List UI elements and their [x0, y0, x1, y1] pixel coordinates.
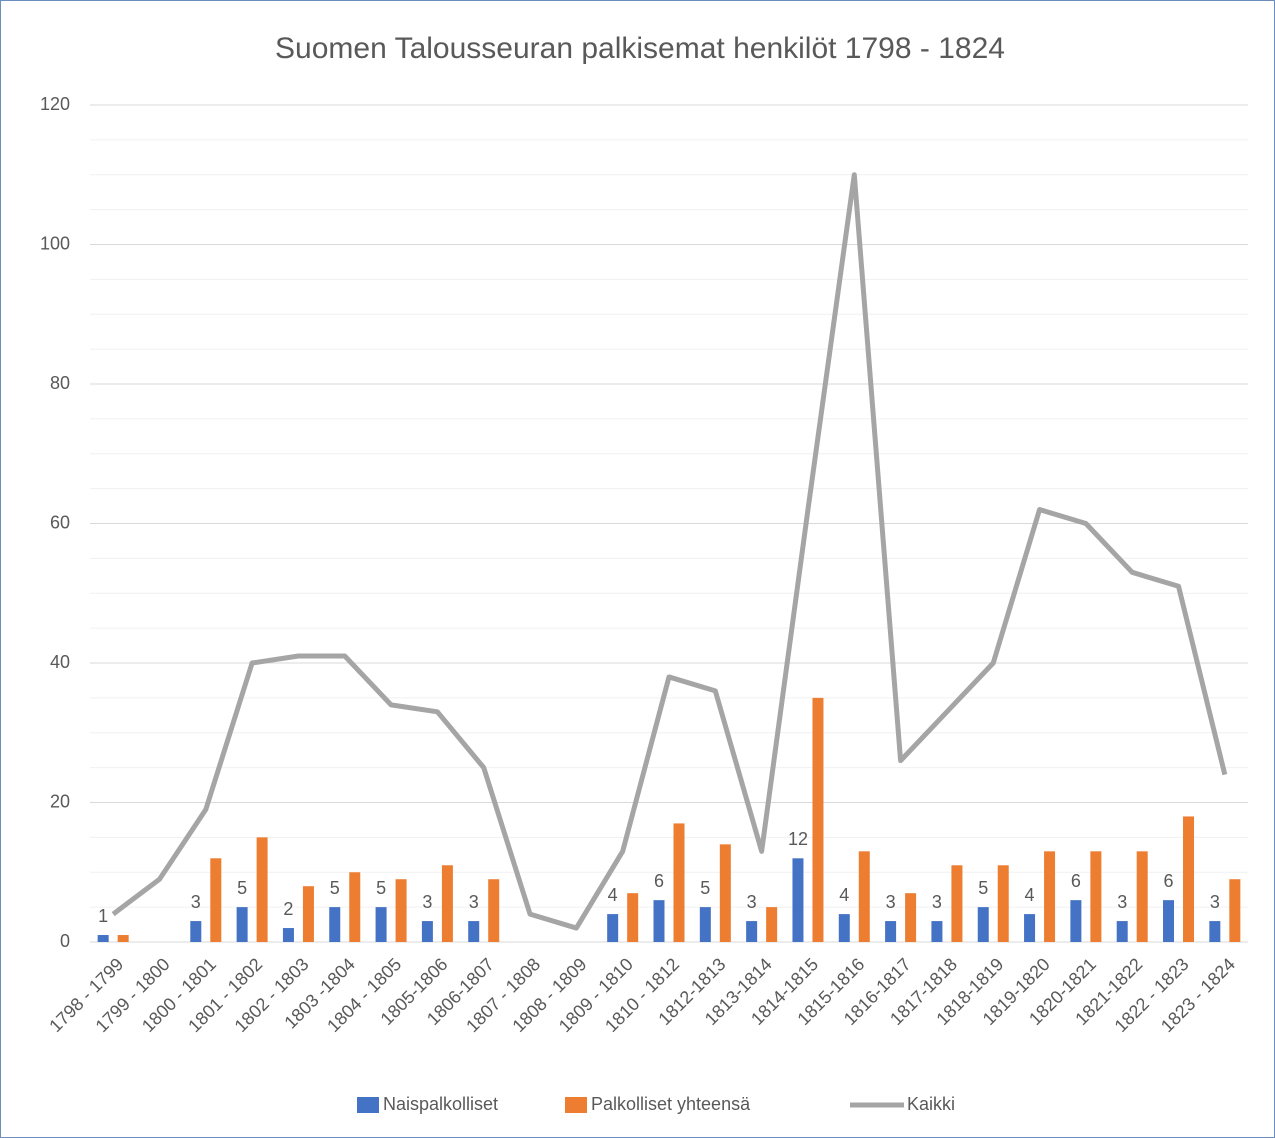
data-label: 4 — [839, 885, 849, 905]
data-label: 5 — [978, 878, 988, 898]
bar — [1024, 914, 1036, 942]
bar — [97, 935, 109, 942]
y-tick-label: 120 — [40, 94, 70, 114]
bar — [441, 865, 453, 942]
bar — [117, 935, 129, 942]
bar — [329, 907, 341, 942]
legend-swatch — [565, 1097, 587, 1113]
data-label: 6 — [1071, 871, 1081, 891]
data-label: 5 — [330, 878, 340, 898]
y-tick-label: 0 — [60, 931, 70, 951]
bar — [210, 858, 222, 942]
bar — [302, 886, 314, 942]
bar — [997, 865, 1009, 942]
bar — [190, 921, 202, 942]
bar — [236, 907, 248, 942]
data-label: 3 — [886, 892, 896, 912]
legend-swatch — [357, 1097, 379, 1113]
legend-label: Palkolliset yhteensä — [591, 1094, 751, 1114]
bar — [488, 879, 500, 942]
data-label: 12 — [788, 829, 808, 849]
bar — [607, 914, 619, 942]
data-label: 4 — [1025, 885, 1035, 905]
bar — [719, 844, 731, 942]
bar — [699, 907, 711, 942]
bar — [395, 879, 407, 942]
bar — [653, 900, 665, 942]
bar — [1136, 851, 1148, 942]
legend-label: Naispalkolliset — [383, 1094, 498, 1114]
legend-label: Kaikki — [907, 1094, 955, 1114]
bar — [838, 914, 850, 942]
bar — [468, 921, 480, 942]
bar — [627, 893, 639, 942]
chart-title: Suomen Talousseuran palkisemat henkilöt … — [275, 32, 1005, 65]
bar — [885, 921, 897, 942]
bar — [812, 697, 824, 942]
data-label: 3 — [747, 892, 757, 912]
bar — [792, 858, 804, 942]
bar — [931, 921, 943, 942]
data-label: 5 — [237, 878, 247, 898]
data-label: 3 — [191, 892, 201, 912]
y-tick-label: 20 — [50, 791, 70, 811]
bar — [421, 921, 433, 942]
bar — [951, 865, 963, 942]
bar — [746, 921, 758, 942]
bar — [905, 893, 917, 942]
y-tick-label: 40 — [50, 652, 70, 672]
bar — [1229, 879, 1241, 942]
bar — [1090, 851, 1102, 942]
data-label: 5 — [376, 878, 386, 898]
data-label: 1 — [98, 906, 108, 926]
bar — [1183, 816, 1195, 942]
bar — [858, 851, 870, 942]
data-label: 3 — [422, 892, 432, 912]
y-tick-label: 100 — [40, 233, 70, 253]
bar — [673, 823, 685, 942]
bar — [1070, 900, 1082, 942]
data-label: 6 — [1164, 871, 1174, 891]
bar — [256, 837, 268, 942]
data-label: 3 — [1117, 892, 1127, 912]
bar — [977, 907, 989, 942]
bar — [1163, 900, 1175, 942]
data-label: 5 — [700, 878, 710, 898]
data-label: 3 — [469, 892, 479, 912]
bar — [375, 907, 387, 942]
bar — [282, 928, 294, 942]
bar — [1209, 921, 1221, 942]
data-label: 4 — [608, 885, 618, 905]
data-label: 6 — [654, 871, 664, 891]
bar — [1116, 921, 1128, 942]
data-label: 3 — [932, 892, 942, 912]
data-label: 3 — [1210, 892, 1220, 912]
bar — [349, 872, 361, 942]
y-tick-label: 80 — [50, 373, 70, 393]
data-label: 2 — [283, 899, 293, 919]
bar — [1044, 851, 1056, 942]
line — [111, 172, 1228, 931]
y-tick-label: 60 — [50, 512, 70, 532]
bar — [766, 907, 778, 942]
